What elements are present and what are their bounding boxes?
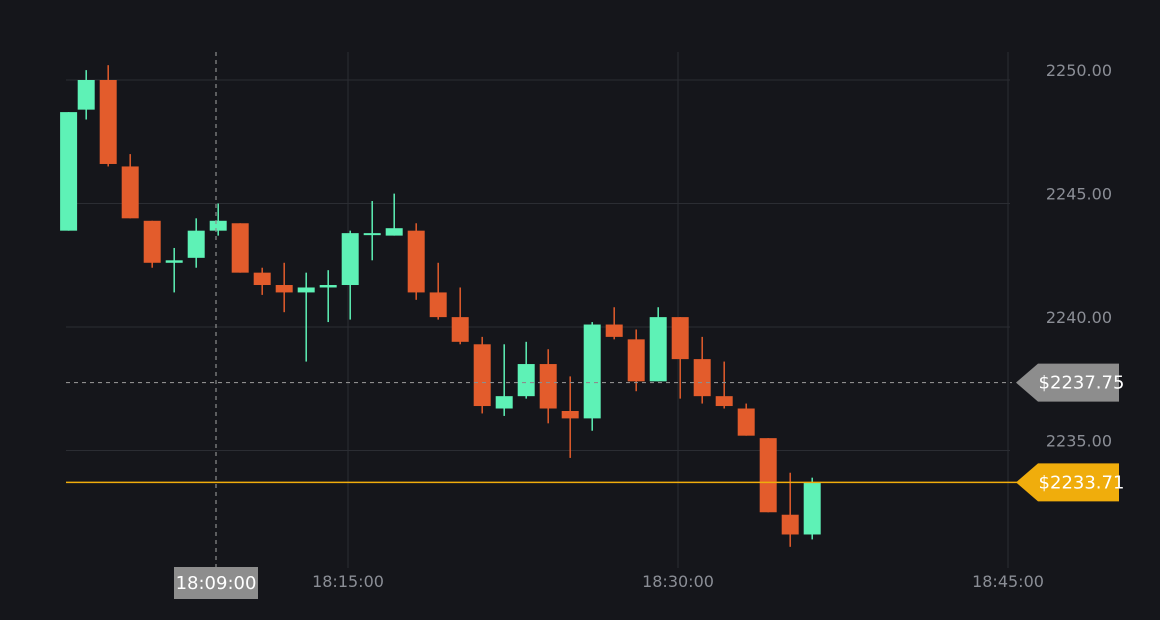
candle-body	[121, 166, 139, 219]
y-tick-label: 2250.00	[1046, 61, 1112, 80]
candle-body	[429, 292, 447, 318]
candle-body	[253, 272, 271, 286]
candle-down	[121, 154, 139, 219]
axis-ticks: 2250.00 2245.00 2240.00 2235.00 18:15:00 18:3…	[312, 61, 1112, 591]
candle-down	[275, 262, 293, 313]
candle-body	[517, 364, 535, 397]
candle-body	[407, 230, 425, 293]
candle-body	[231, 223, 249, 273]
candle-body	[803, 482, 821, 535]
crosshair-time-label: 18:09:00	[176, 573, 257, 594]
candle-down	[407, 223, 425, 300]
candle-down	[253, 267, 271, 295]
candle-body	[275, 285, 293, 293]
candle-up	[803, 477, 821, 540]
candle-body	[187, 230, 205, 258]
candle-up	[341, 230, 359, 320]
candle-body	[693, 359, 711, 397]
candle-up	[495, 344, 513, 416]
candle-body	[649, 317, 667, 382]
candle-body	[451, 317, 469, 342]
candle-body	[143, 220, 161, 263]
x-tick-label: 18:30:00	[642, 572, 714, 591]
y-tick-label: 2240.00	[1046, 308, 1112, 327]
candle-up	[77, 70, 95, 120]
candle-body	[341, 233, 359, 286]
candle-body	[319, 285, 337, 288]
candle-up	[649, 307, 667, 382]
x-tick-label: 18:45:00	[972, 572, 1044, 591]
candle-down	[561, 376, 579, 458]
current-price-tag-label: $2233.71	[1039, 472, 1125, 493]
candle-up	[385, 193, 403, 236]
candle-up	[297, 272, 315, 362]
candle-down	[143, 220, 161, 268]
crosshair-price-tag-label: $2237.75	[1039, 373, 1125, 394]
candle-down	[737, 403, 755, 436]
y-tick-label: 2235.00	[1046, 432, 1112, 451]
candle-body	[627, 339, 645, 382]
crosshair-price-tag-box	[1016, 363, 1119, 402]
candle-up	[319, 270, 337, 323]
candle-up	[517, 341, 535, 399]
candle-down	[451, 287, 469, 345]
candle-body	[60, 112, 78, 231]
candle-down	[781, 472, 799, 547]
x-tick-label: 18:15:00	[312, 572, 384, 591]
candle-up	[60, 112, 78, 231]
candle-body	[759, 438, 777, 513]
candle-body	[495, 396, 513, 409]
candle-body	[737, 408, 755, 436]
candle-down	[759, 438, 777, 513]
candle-up	[209, 203, 227, 236]
candle-body	[473, 344, 491, 407]
candle-body	[781, 514, 799, 535]
overlays: 18:09:00 $2237.75 $2233.71	[66, 52, 1124, 599]
candle-up	[363, 201, 381, 261]
candle-body	[561, 410, 579, 419]
candle-up	[583, 322, 601, 431]
grid-lines	[66, 52, 1010, 568]
candle-down	[231, 223, 249, 273]
candle-body	[209, 220, 227, 231]
candle-down	[429, 262, 447, 320]
candle-body	[77, 80, 95, 110]
candle-body	[715, 396, 733, 407]
candle-body	[385, 228, 403, 236]
candle-body	[363, 233, 381, 236]
candle-body	[297, 287, 315, 293]
candle-body	[583, 324, 601, 419]
candle-body	[605, 324, 623, 337]
candle-down	[539, 349, 557, 424]
candle-down	[473, 336, 491, 414]
candles	[60, 65, 821, 547]
candle-down	[671, 317, 689, 399]
candle-down	[605, 307, 623, 340]
candle-down	[99, 65, 117, 167]
candle-up	[187, 218, 205, 268]
crosshair-time-box	[174, 567, 258, 599]
candle-down	[693, 336, 711, 404]
candle-down	[627, 329, 645, 392]
candle-body	[99, 80, 117, 164]
y-tick-label: 2245.00	[1046, 185, 1112, 204]
candle-down	[715, 361, 733, 409]
candle-body	[671, 317, 689, 360]
candle-up	[165, 247, 183, 293]
candle-body	[165, 260, 183, 263]
current-price-tag-box	[1016, 463, 1119, 502]
candle-body	[539, 364, 557, 409]
